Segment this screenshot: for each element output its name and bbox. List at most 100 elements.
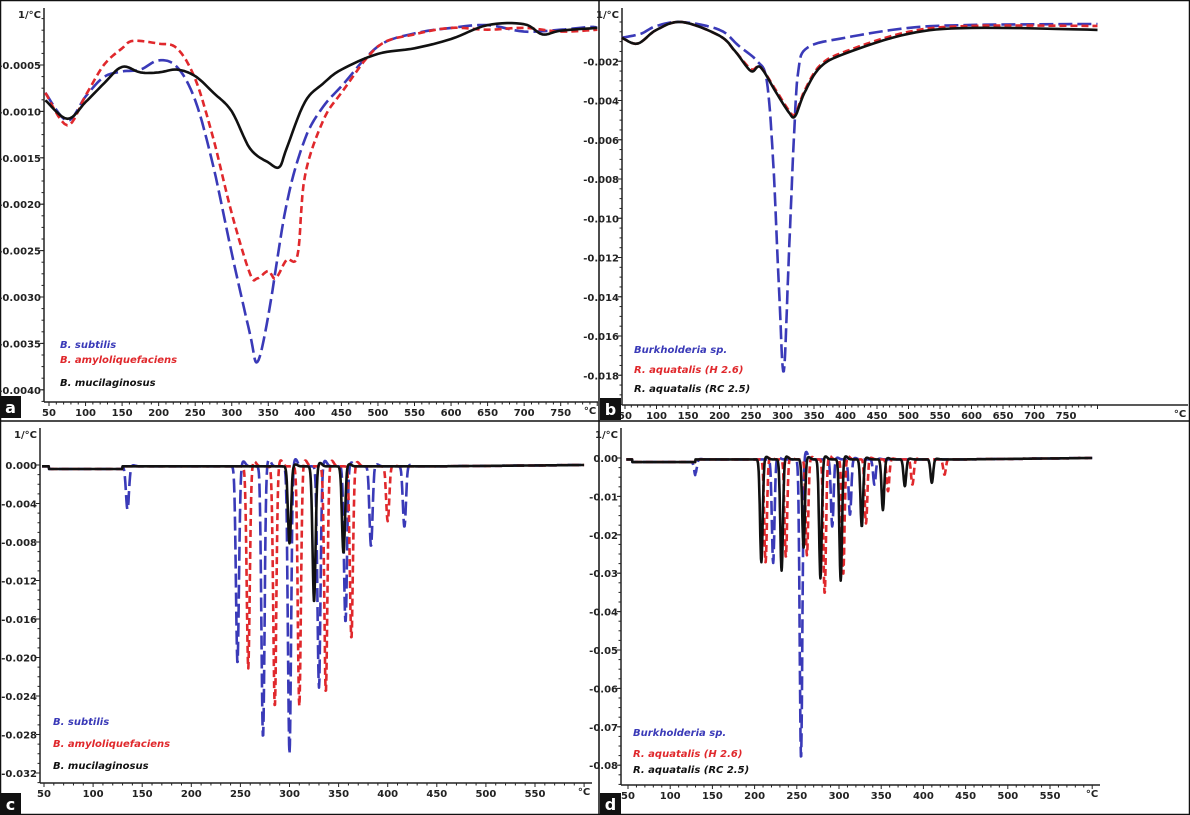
- x-tick-label: 550: [1040, 791, 1061, 802]
- x-tick-label: 250: [786, 791, 807, 802]
- legend-entry: B. amyloliquefaciens: [60, 355, 177, 366]
- y-tick-label: 0.000: [5, 461, 37, 472]
- x-unit-label: °C: [1086, 789, 1098, 800]
- x-tick-label: 150: [132, 789, 153, 800]
- panel-a: 50 100 150 200 250 300 350 400 450 500 550 600 650 70…: [0, 8, 599, 419]
- x-tick-label: 250: [230, 789, 251, 800]
- y-axis-label: 1/°C: [14, 430, 37, 441]
- y-tick-label: -0.004: [1, 500, 37, 511]
- y-tick-label: -0.02: [589, 531, 618, 542]
- x-tick-label: 100: [660, 791, 681, 802]
- x-tick-label: 400: [294, 408, 315, 419]
- x-tick-label: 500: [898, 411, 919, 422]
- panel-letter-box: [600, 398, 621, 420]
- x-tick-label: 550: [404, 408, 425, 419]
- series-line-b-subtilis: [44, 23, 599, 364]
- panel-c: 50 100 150 200 250 300 350 400 450 500 550 °C 0.000 -…: [0, 428, 592, 815]
- x-tick-label: 200: [148, 408, 169, 419]
- panel-letter: c: [6, 795, 15, 814]
- x-tick-label: 550: [930, 411, 951, 422]
- y-axis-label: 1/°C: [18, 10, 41, 21]
- legend-entry: B. mucilaginosus: [60, 378, 156, 389]
- x-unit-label: °C: [1174, 409, 1186, 420]
- x-tick-label: 650: [993, 411, 1014, 422]
- x-tick-label: 250: [185, 408, 206, 419]
- y-tick-label: -0.002: [583, 57, 619, 68]
- y-tick-label: -0.0010: [0, 107, 41, 118]
- y-axis-label: 1/°C: [596, 10, 619, 21]
- legend-entry: Burkholderia sp.: [633, 728, 726, 739]
- x-unit-label: °C: [584, 406, 596, 417]
- y-tick-label: -0.008: [1, 538, 37, 549]
- y-tick-label: -0.032: [1, 769, 37, 780]
- y-tick-label: -0.004: [583, 97, 619, 108]
- legend-entry: Burkholderia sp.: [634, 345, 727, 356]
- x-tick-label: 400: [913, 791, 934, 802]
- panel-letter: a: [5, 398, 16, 417]
- x-tick-label: 500: [475, 789, 496, 800]
- panel-d: 50 100 150 200 250 300 350 400 450 500 550 °C 0.00 -0…: [589, 428, 1100, 815]
- x-tick-label: 600: [961, 411, 982, 422]
- x-tick-label: 300: [221, 408, 242, 419]
- x-tick-label: 250: [741, 411, 762, 422]
- series-line-r-aquatalis-rc-2-5-: [621, 20, 1098, 119]
- y-tick-label: -0.08: [589, 761, 618, 772]
- x-tick-label: 650: [477, 408, 498, 419]
- y-tick-label: -0.028: [1, 731, 37, 742]
- legend-entry: B. subtilis: [53, 717, 109, 728]
- panel-letter: d: [605, 795, 616, 814]
- y-tick-label: -0.07: [589, 723, 618, 734]
- series-line-b-mucilaginosus: [44, 21, 598, 170]
- series-line-b-mucilaginosus: [41, 461, 585, 603]
- y-tick-label: -0.020: [1, 654, 37, 665]
- x-tick-label: 100: [646, 411, 667, 422]
- legend-entry: R. aquatalis (H 2.6): [633, 749, 742, 760]
- x-tick-label: 150: [112, 408, 133, 419]
- x-tick-label: 450: [426, 789, 447, 800]
- x-tick-label: 50: [42, 408, 56, 419]
- x-tick-label: 50: [37, 789, 51, 800]
- y-tick-label: -0.03: [589, 569, 618, 580]
- x-tick-label: 300: [279, 789, 300, 800]
- x-tick-label: 150: [678, 411, 699, 422]
- legend-entry: R. aquatalis (H 2.6): [634, 365, 743, 376]
- x-tick-label: 400: [835, 411, 856, 422]
- y-tick-label: -0.006: [583, 136, 619, 147]
- y-tick-label: 0.00: [593, 454, 618, 465]
- y-tick-label: -0.05: [589, 646, 618, 657]
- y-tick-label: -0.0020: [0, 200, 41, 211]
- panel-b: 50 100 150 200 250 300 350 400 450 500 550 600 650 70…: [583, 8, 1188, 422]
- y-tick-label: -0.0005: [0, 61, 41, 72]
- panel-letter: b: [605, 400, 616, 419]
- y-tick-label: -0.0030: [0, 293, 41, 304]
- y-tick-label: -0.01: [589, 492, 618, 503]
- x-tick-label: 700: [1024, 411, 1045, 422]
- y-tick-label: -0.014: [583, 293, 619, 304]
- panel-letter-box: [0, 396, 21, 418]
- x-tick-label: 100: [83, 789, 104, 800]
- x-tick-label: 450: [867, 411, 888, 422]
- x-tick-label: 500: [368, 408, 389, 419]
- x-tick-label: 350: [804, 411, 825, 422]
- y-tick-label: -0.016: [1, 615, 37, 626]
- x-tick-label: 100: [75, 408, 96, 419]
- x-tick-label: 50: [618, 411, 632, 422]
- y-tick-label: -0.0015: [0, 154, 41, 165]
- x-tick-label: 700: [514, 408, 535, 419]
- legend-entry: B. subtilis: [60, 340, 116, 351]
- panel-letter-box: [600, 793, 621, 815]
- x-tick-label: 450: [331, 408, 352, 419]
- y-tick-label: -0.008: [583, 175, 619, 186]
- x-tick-label: 200: [709, 411, 730, 422]
- y-tick-label: -0.024: [1, 692, 37, 703]
- legend-entry: B. amyloliquefaciens: [53, 739, 170, 750]
- y-tick-label: -0.04: [589, 608, 618, 619]
- x-tick-label: 150: [702, 791, 723, 802]
- series-line-b-amyloliquefaciens: [41, 459, 585, 708]
- y-tick-label: -0.010: [583, 214, 619, 225]
- x-tick-label: 350: [258, 408, 279, 419]
- legend-entry: R. aquatalis (RC 2.5): [634, 384, 750, 395]
- y-tick-label: -0.012: [1, 577, 37, 588]
